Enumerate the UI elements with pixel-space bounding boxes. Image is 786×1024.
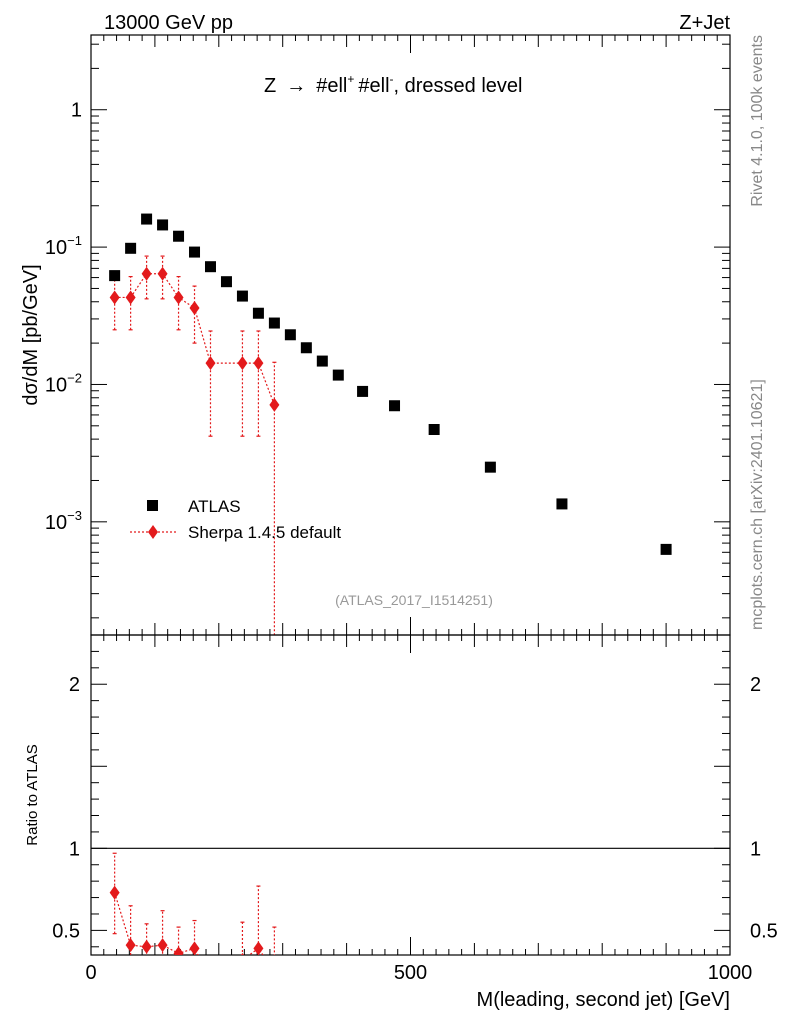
ratio-sherpa-point — [253, 941, 264, 955]
atlas-point — [141, 213, 153, 225]
sherpa-point — [173, 290, 184, 305]
main-y-ticks — [91, 43, 730, 619]
rivet-version-label: Rivet 4.1.0, 100k events — [749, 35, 766, 207]
ratio-sherpa-line — [114, 892, 264, 955]
atlas-point — [660, 543, 672, 555]
main-y-axis-label: dσ/dM [pb/GeV] — [20, 264, 42, 405]
legend-sherpa-marker — [148, 525, 158, 539]
sherpa-point — [253, 356, 264, 371]
atlas-series — [109, 213, 672, 555]
atlas-point — [125, 242, 137, 254]
main-panel: 1 10−1 10−2 10−3 dσ/dM [pb/GeV] Z → #ell+ #ell… — [20, 34, 731, 636]
legend-atlas-marker — [147, 500, 158, 511]
atlas-point — [252, 307, 264, 319]
y-tick-label: 10−3 — [45, 508, 82, 534]
sherpa-point — [157, 266, 168, 281]
ratio-sherpa-point — [269, 964, 279, 978]
atlas-point — [268, 317, 280, 329]
atlas-point — [204, 261, 216, 273]
sherpa-point — [269, 397, 280, 412]
process-label: Z+Jet — [679, 12, 730, 34]
legend-atlas-label: ATLAS — [188, 497, 241, 516]
plot-title: Z → #ell+ #ell-, dressed level — [264, 72, 522, 97]
ratio-frame — [90, 634, 731, 956]
ratio-y-tick-label: 2 — [69, 674, 80, 696]
y-tick-label: 10−1 — [45, 233, 82, 259]
sherpa-point — [205, 356, 216, 371]
y-tick-label: 10−2 — [45, 370, 82, 396]
ratio-y-tick-label-right: 2 — [750, 674, 761, 696]
atlas-point — [157, 219, 169, 231]
legend-sherpa-label: Sherpa 1.4.5 default — [188, 523, 341, 542]
x-tick-label: 1000 — [708, 962, 753, 984]
ratio-x-ticks — [90, 635, 731, 955]
beam-energy-label: 13000 GeV pp — [104, 12, 233, 34]
ratio-y-tick-label-right: 1 — [750, 838, 761, 860]
atlas-point — [300, 342, 312, 354]
atlas-point — [357, 385, 369, 397]
main-x-ticks — [90, 35, 731, 635]
ratio-panel: 0.5 0.5 1 1 2 2 0 500 1000 Ratio to ATLAS M(lea… — [24, 634, 778, 1011]
ratio-y-tick-labels: 0.5 0.5 1 1 2 2 — [52, 674, 778, 942]
sherpa-point — [109, 290, 120, 305]
main-data-area — [109, 213, 672, 635]
sherpa-point — [237, 356, 248, 371]
ratio-sherpa-point — [173, 946, 184, 955]
sherpa-series — [109, 255, 280, 635]
ratio-sherpa-point — [141, 939, 152, 954]
y-tick-label: 1 — [71, 100, 82, 122]
mcplots-label: mcplots.cern.ch [arXiv:2401.10621] — [749, 379, 766, 630]
ratio-sherpa-point — [205, 973, 215, 987]
atlas-point — [173, 230, 185, 242]
analysis-watermark: (ATLAS_2017_I1514251) — [335, 592, 493, 608]
sherpa-point — [189, 301, 200, 316]
atlas-point — [109, 270, 121, 282]
atlas-point — [389, 400, 401, 412]
atlas-point — [236, 290, 248, 302]
atlas-point — [428, 424, 440, 436]
sherpa-line — [114, 273, 275, 406]
x-tick-label: 500 — [394, 962, 427, 984]
ratio-y-tick-label-right: 0.5 — [750, 920, 778, 942]
atlas-point — [284, 329, 296, 341]
sherpa-point — [125, 290, 136, 305]
main-y-tick-labels: 1 10−1 10−2 10−3 — [45, 100, 82, 534]
ratio-data-area — [91, 847, 730, 987]
ratio-y-tick-label: 0.5 — [52, 920, 80, 942]
ratio-sherpa-point — [157, 938, 168, 953]
x-axis-label: M(leading, second jet) [GeV] — [477, 989, 730, 1011]
ratio-sherpa-point — [109, 885, 120, 900]
ratio-y-tick-label: 1 — [69, 838, 80, 860]
sherpa-point — [141, 266, 152, 281]
atlas-point — [332, 369, 344, 381]
ratio-y-ticks — [91, 650, 730, 948]
main-frame — [90, 34, 731, 636]
atlas-point — [316, 355, 328, 367]
atlas-point — [189, 246, 201, 258]
legend: ATLAS Sherpa 1.4.5 default — [130, 497, 341, 542]
x-tick-label: 0 — [85, 962, 96, 984]
atlas-point — [556, 498, 568, 510]
ratio-x-tick-labels: 0 500 1000 — [85, 962, 752, 984]
atlas-point — [484, 461, 496, 473]
ratio-sherpa-series — [109, 852, 279, 987]
ratio-sherpa-point — [240, 952, 244, 955]
ratio-y-axis-label: Ratio to ATLAS — [24, 744, 41, 845]
ratio-sherpa-point — [189, 941, 200, 955]
atlas-point — [220, 276, 232, 288]
ratio-sherpa-point — [125, 938, 136, 953]
